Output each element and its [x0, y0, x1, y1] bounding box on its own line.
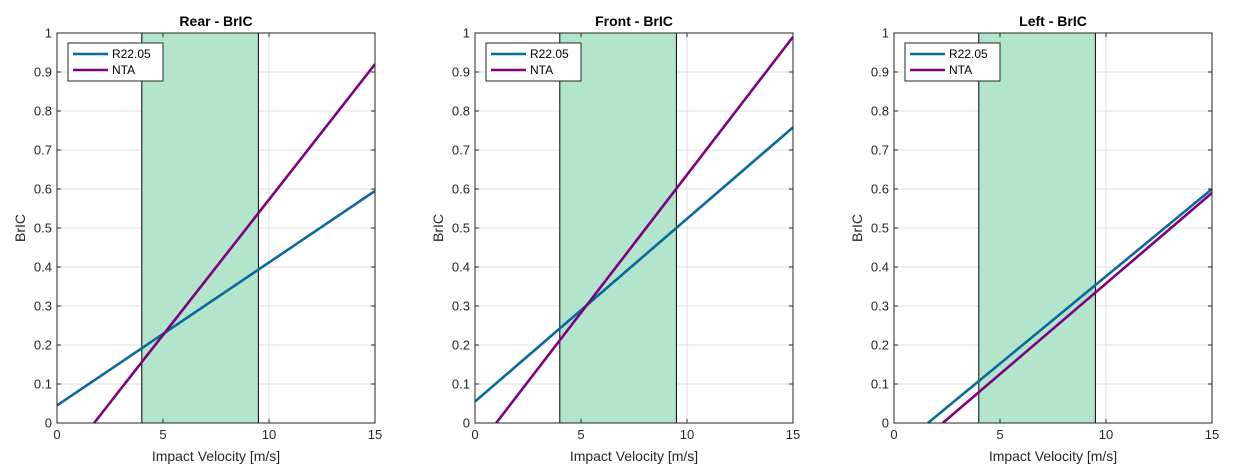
chart-panel-1: 0 5 10 15 0 0.1 0.2 0.3 0.4 0.5 0.6 0.7 0.8 0.9 1 Rear … [12, 13, 382, 464]
y-tick-label: 0.1 [871, 377, 889, 392]
series-line-nta [941, 191, 1212, 423]
series-line-r22-05 [475, 126, 793, 403]
legend-box [67, 42, 164, 82]
x-tick-label: 15 [368, 427, 382, 442]
y-axis-label: BrIC [12, 214, 28, 242]
y-tick-label: 0 [45, 416, 52, 431]
shaded-band [559, 32, 677, 424]
legend-label: R22.05 [112, 47, 151, 61]
x-tick-label: 5 [996, 427, 1003, 442]
chart-title: Front - BrIC [595, 13, 673, 29]
y-tick-label: 1 [45, 26, 52, 41]
y-tick-label: 0.6 [452, 182, 470, 197]
y-tick-label: 0.3 [452, 299, 470, 314]
x-axis-label: Impact Velocity [m/s] [152, 448, 280, 464]
chart-title: Rear - BrIC [179, 13, 252, 29]
y-tick-label: 0.1 [452, 377, 470, 392]
y-tick-label: 0.7 [34, 143, 52, 158]
chart-panel-3: 0 5 10 15 0 0.1 0.2 0.3 0.4 0.5 0.6 0.7 0.8 0.9 1 Left … [849, 13, 1219, 464]
y-tick-label: 0.8 [34, 104, 52, 119]
legend-label: NTA [949, 63, 972, 77]
series-line-nta [93, 63, 375, 423]
y-axis-label: BrIC [849, 214, 865, 242]
y-tick-label: 0.7 [452, 143, 470, 158]
x-axis-label: Impact Velocity [m/s] [570, 448, 698, 464]
chart-title: Left - BrIC [1019, 13, 1087, 29]
y-axis-label: BrIC [430, 214, 446, 242]
y-tick-label: 0.4 [871, 260, 889, 275]
shaded-band [141, 32, 259, 424]
y-tick-label: 0.2 [452, 338, 470, 353]
series-line-r22-05 [927, 187, 1212, 423]
y-tick-label: 0.4 [34, 260, 52, 275]
shaded-band [978, 32, 1096, 424]
x-tick-label: 15 [1205, 427, 1219, 442]
legend: R22.05 NTA [485, 42, 582, 82]
x-tick-label: 10 [262, 427, 276, 442]
legend-label: R22.05 [530, 47, 569, 61]
y-tick-label: 0.5 [34, 221, 52, 236]
legend-label: NTA [530, 63, 553, 77]
y-tick-label: 1 [882, 26, 889, 41]
y-tick-label: 0.8 [871, 104, 889, 119]
legend: R22.05 NTA [67, 42, 164, 82]
series-line-nta [495, 36, 793, 423]
x-tick-label: 10 [1099, 427, 1113, 442]
y-tick-label: 1 [463, 26, 470, 41]
y-tick-label: 0.2 [34, 338, 52, 353]
x-tick-label: 0 [471, 427, 478, 442]
y-tick-label: 0 [882, 416, 889, 431]
y-tick-label: 0.6 [871, 182, 889, 197]
chart-panel-2: 0 5 10 15 0 0.1 0.2 0.3 0.4 0.5 0.6 0.7 0.8 0.9 1 Front… [430, 13, 800, 464]
y-tick-label: 0.9 [452, 65, 470, 80]
legend-box [485, 42, 582, 82]
x-tick-label: 0 [53, 427, 60, 442]
y-tick-label: 0.5 [452, 221, 470, 236]
y-tick-label: 0.2 [871, 338, 889, 353]
legend-box [904, 42, 1001, 82]
y-tick-label: 0.9 [34, 65, 52, 80]
x-tick-label: 0 [890, 427, 897, 442]
y-tick-label: 0.1 [34, 377, 52, 392]
x-tick-label: 5 [159, 427, 166, 442]
y-tick-label: 0 [463, 416, 470, 431]
legend-label: R22.05 [949, 47, 988, 61]
y-tick-label: 0.7 [871, 143, 889, 158]
x-tick-label: 15 [786, 427, 800, 442]
series-line-r22-05 [57, 189, 375, 407]
y-tick-label: 0.3 [34, 299, 52, 314]
x-tick-label: 5 [577, 427, 584, 442]
x-tick-label: 10 [680, 427, 694, 442]
y-tick-label: 0.5 [871, 221, 889, 236]
legend-label: NTA [112, 63, 135, 77]
y-tick-label: 0.8 [452, 104, 470, 119]
y-tick-label: 0.4 [452, 260, 470, 275]
y-tick-label: 0.3 [871, 299, 889, 314]
y-tick-label: 0.9 [871, 65, 889, 80]
y-tick-label: 0.6 [34, 182, 52, 197]
legend: R22.05 NTA [904, 42, 1001, 82]
x-axis-label: Impact Velocity [m/s] [989, 448, 1117, 464]
